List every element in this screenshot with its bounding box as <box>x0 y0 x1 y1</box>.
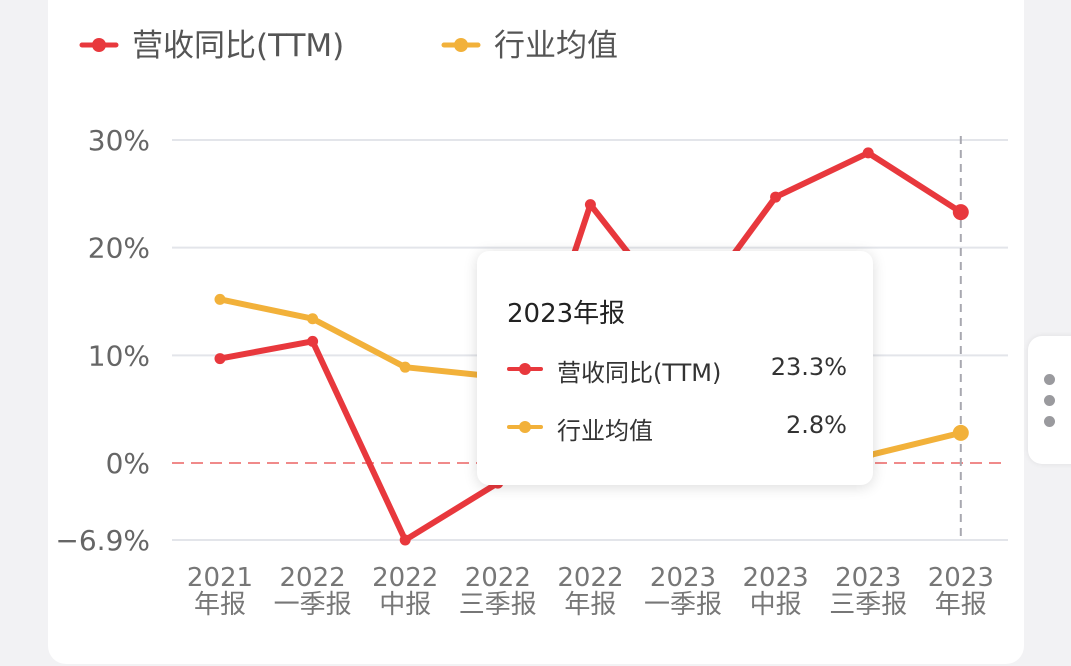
more-dots-icon <box>1044 416 1055 427</box>
x-tick-label: 三季报 <box>829 590 907 620</box>
data-point <box>584 199 596 211</box>
data-point <box>214 353 226 365</box>
x-tick-label: 2023 <box>928 563 994 593</box>
more-dots-icon <box>1044 374 1055 385</box>
x-tick-label: 2023 <box>835 563 901 593</box>
x-tick-label: 2022 <box>372 563 438 593</box>
legend-label: 营收同比(TTM) <box>132 28 344 64</box>
y-tick-label: −6.9% <box>55 524 150 557</box>
x-tick-label: 2022 <box>280 563 346 593</box>
tooltip-series-name: 营收同比(TTM) <box>557 359 722 387</box>
data-point <box>952 424 969 441</box>
x-tick-label: 2023 <box>650 563 716 593</box>
x-tick-label: 年报 <box>935 590 987 620</box>
x-tick-label: 年报 <box>564 590 616 620</box>
legend-marker-dot <box>454 38 468 52</box>
y-tick-label: 20% <box>88 232 150 265</box>
more-dots-icon <box>1044 395 1055 406</box>
x-tick-label: 中报 <box>750 590 802 620</box>
legend-marker-dot <box>92 38 106 52</box>
x-tick-label: 一季报 <box>644 590 722 620</box>
legend-label: 行业均值 <box>494 28 618 64</box>
x-tick-label: 年报 <box>194 590 246 620</box>
x-tick-label: 2023 <box>743 563 809 593</box>
data-point <box>770 191 782 203</box>
x-tick-label: 三季报 <box>459 590 537 620</box>
x-tick-label: 一季报 <box>274 590 352 620</box>
series-marker-icon <box>507 363 543 375</box>
tooltip-row-industry: 行业均值 2.8% <box>507 411 847 445</box>
tooltip-series-value: 23.3% <box>770 353 847 381</box>
chart-tooltip: 2023年报 营收同比(TTM) 23.3% 行业均值 2.8% <box>477 251 873 485</box>
x-tick-label: 中报 <box>379 590 431 620</box>
tooltip-title: 2023年报 <box>507 299 626 329</box>
data-point <box>214 293 226 305</box>
more-options-tab[interactable] <box>1028 336 1071 464</box>
data-point <box>862 147 874 159</box>
data-point <box>399 534 411 546</box>
data-point <box>307 335 319 347</box>
y-tick-label: 0% <box>106 447 150 480</box>
data-point <box>399 361 411 373</box>
series-marker-icon <box>507 421 543 433</box>
tooltip-series-value: 2.8% <box>786 411 847 439</box>
x-tick-label: 2022 <box>465 563 531 593</box>
x-tick-label: 2021 <box>187 563 253 593</box>
tooltip-series-name: 行业均值 <box>557 417 653 445</box>
tooltip-row-revenue: 营收同比(TTM) 23.3% <box>507 353 847 387</box>
data-point <box>307 313 319 325</box>
y-tick-label: 10% <box>88 339 150 372</box>
data-point <box>952 204 969 221</box>
x-tick-label: 2022 <box>557 563 623 593</box>
y-tick-label: 30% <box>88 124 150 157</box>
